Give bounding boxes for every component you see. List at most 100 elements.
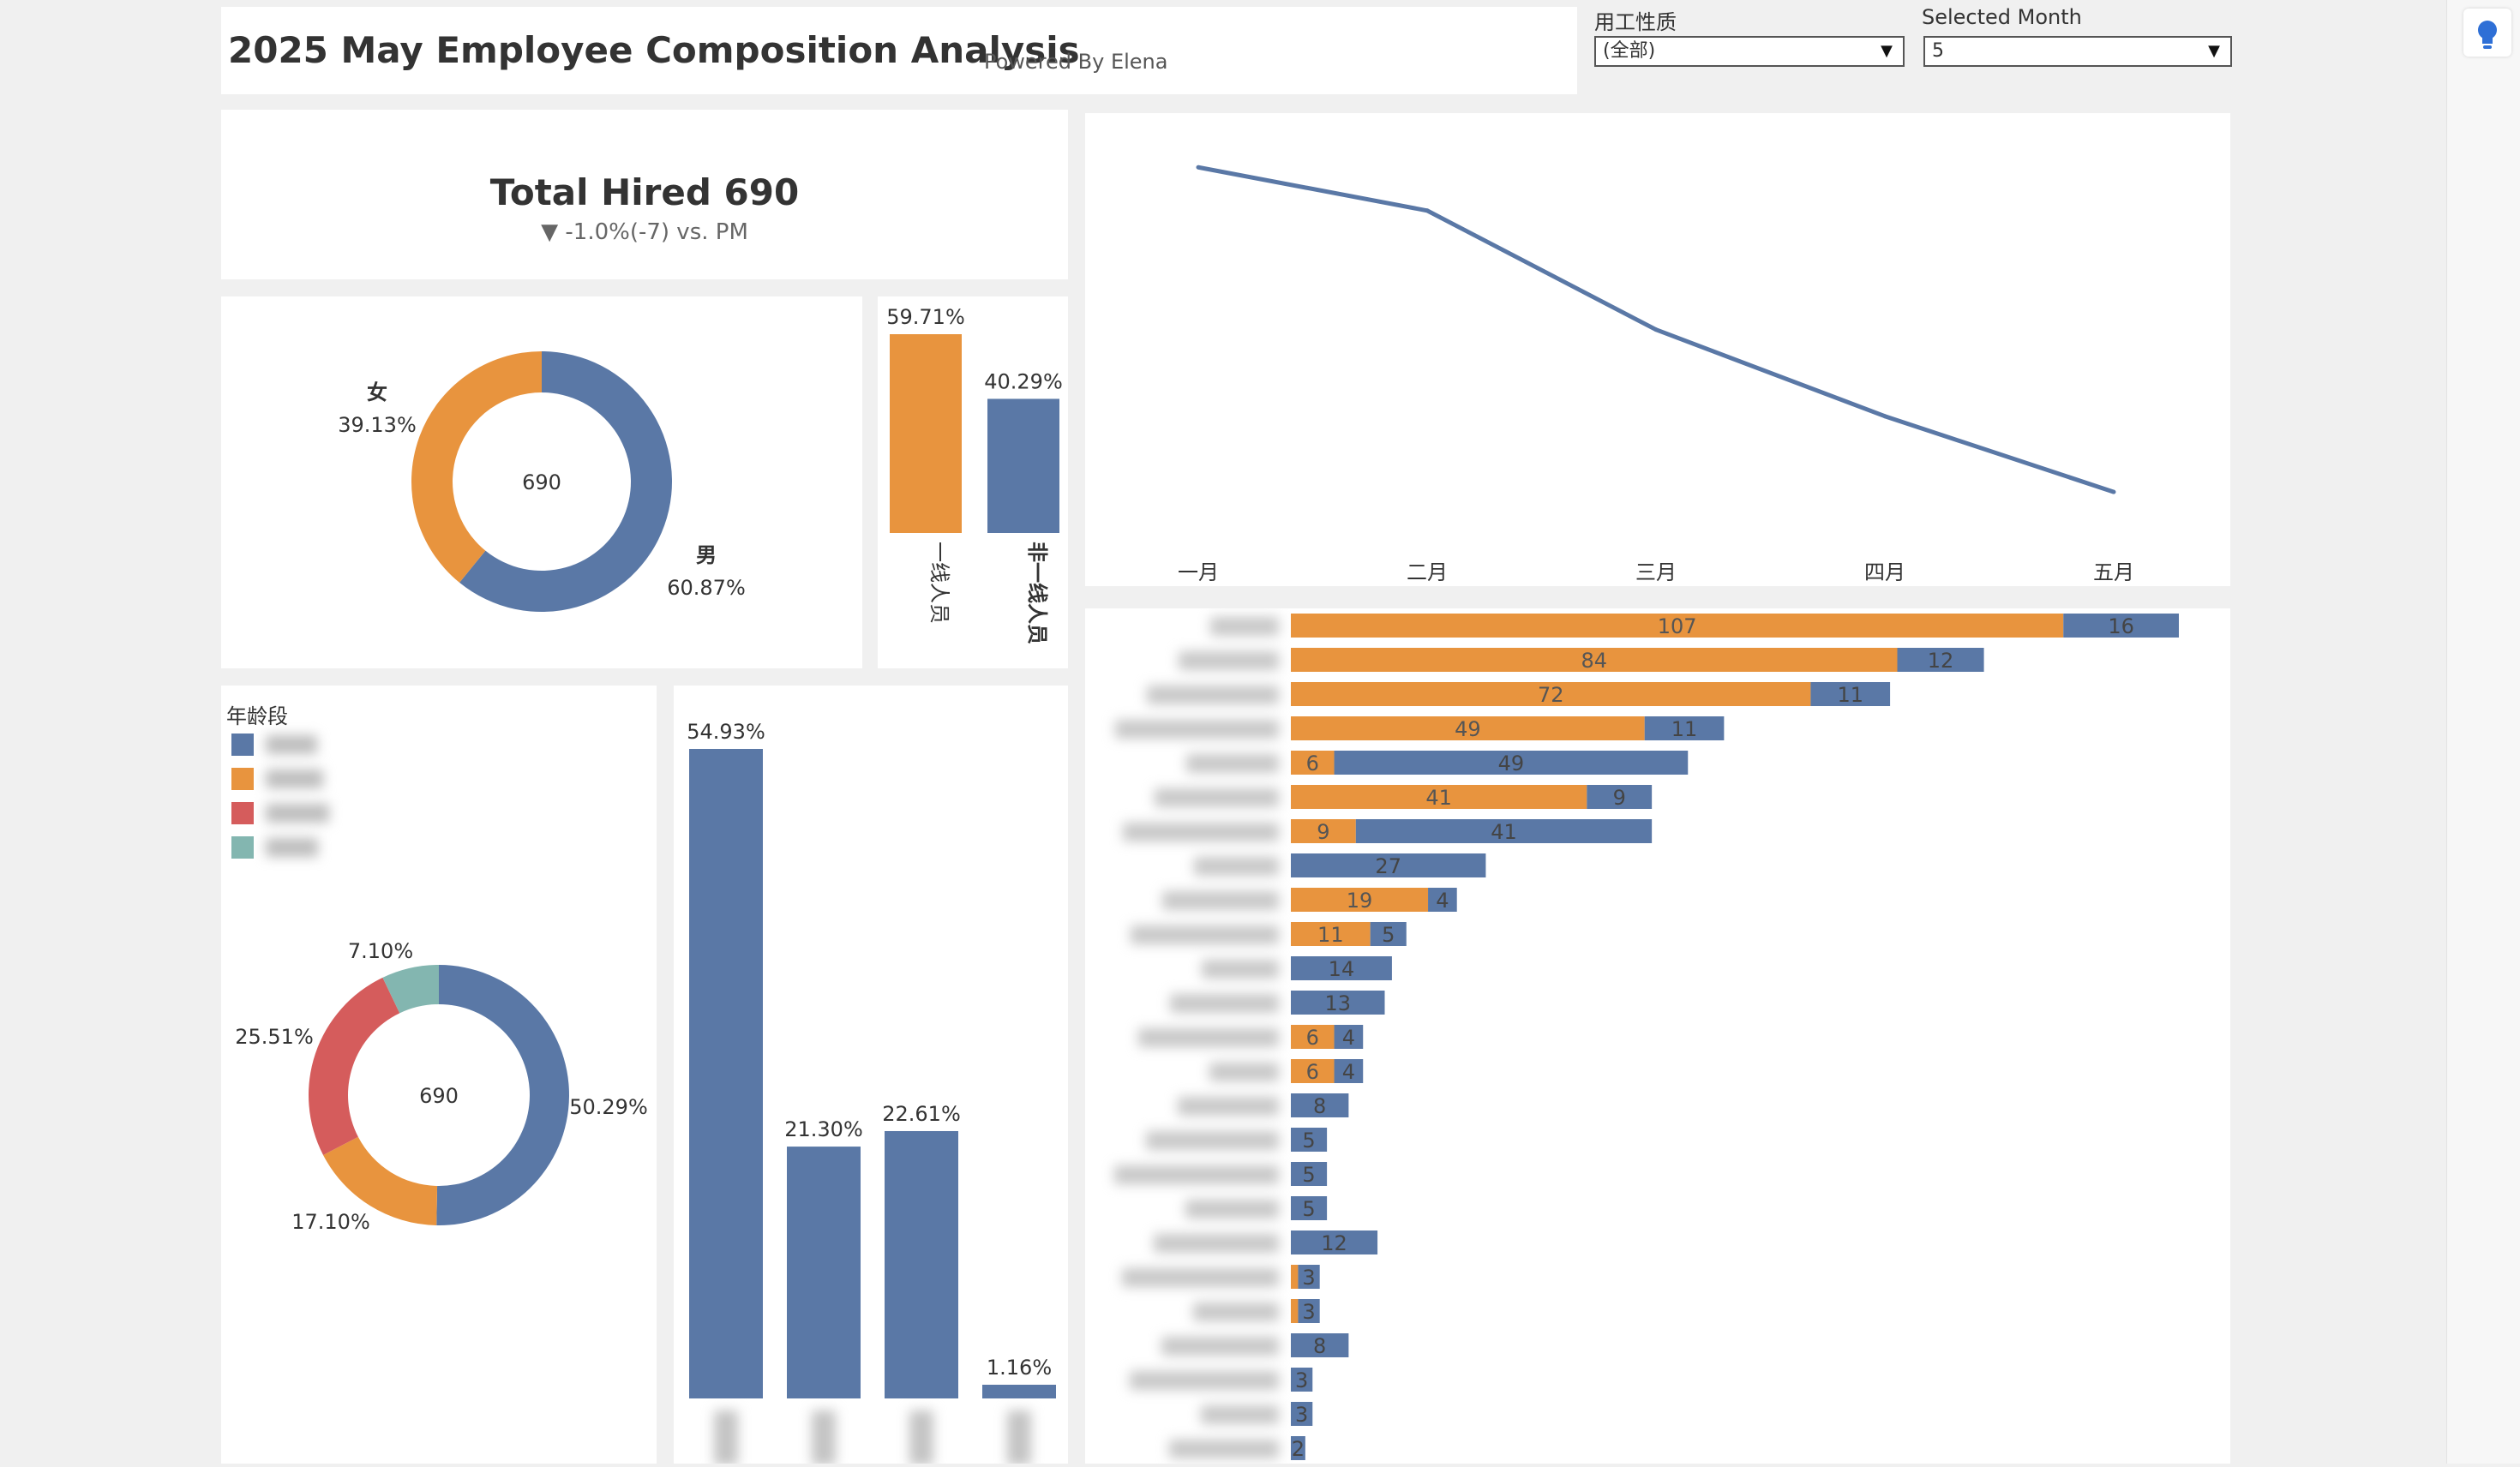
bar-segment xyxy=(1334,1025,1364,1049)
bar-segment-label: 84 xyxy=(1581,649,1607,673)
right-sidebar xyxy=(2446,0,2520,1464)
bar-segment-label: 41 xyxy=(1425,786,1452,810)
bar-segment xyxy=(1291,1162,1328,1186)
bar-value-label: 21.30% xyxy=(784,1117,863,1141)
trend-line-chart: 一月 二月 三月 四月 五月 xyxy=(1178,165,2134,584)
employment-type-value: (全部) xyxy=(1603,40,1656,62)
row-label-redacted xyxy=(1185,1200,1279,1219)
bar-segment xyxy=(1291,751,1335,775)
slice-percent-label: 25.51% xyxy=(235,1025,314,1049)
bar-segment xyxy=(1291,682,1811,706)
trend-point xyxy=(1425,208,1430,213)
bar-segment-label: 12 xyxy=(1928,649,1954,673)
category-label-redacted xyxy=(812,1410,836,1465)
bar-segment xyxy=(1291,853,1486,877)
down-arrow-icon: ▼ xyxy=(541,219,559,245)
donut-center-label: 690 xyxy=(419,1084,459,1108)
bar-segment-label: 11 xyxy=(1317,923,1344,947)
slice-percent-label: 50.29% xyxy=(569,1095,648,1119)
bar-segment-label: 3 xyxy=(1302,1266,1315,1290)
bar-segment-label: 12 xyxy=(1321,1231,1347,1255)
row-label-redacted xyxy=(1186,754,1279,773)
kpi-delta-text: -1.0%(-7) vs. PM xyxy=(565,219,748,245)
bar-segment xyxy=(1291,716,1645,740)
bar-segment-label: 11 xyxy=(1671,717,1698,741)
employment-type-select[interactable]: (全部) ▼ xyxy=(1594,36,1905,67)
bar-segment-label: 5 xyxy=(1302,1197,1315,1221)
bar-segment xyxy=(1291,1265,1299,1289)
row-label-redacted xyxy=(1138,1028,1279,1047)
lightbulb-icon xyxy=(2478,21,2497,49)
slice-percent-label: 39.13% xyxy=(338,413,417,437)
row-label-redacted xyxy=(1178,1097,1279,1116)
row-label-redacted xyxy=(1155,788,1279,807)
bar-segment xyxy=(1291,1196,1328,1220)
x-tick-label: 五月 xyxy=(2093,560,2134,584)
bar-segment xyxy=(1370,922,1407,946)
chevron-down-icon: ▼ xyxy=(1881,42,1893,60)
bar-category-label: 非一线人员 xyxy=(1025,542,1049,644)
bar-value-label: 1.16% xyxy=(987,1356,1052,1380)
department-panel: 107 16 84 12 72 11 49 11 6 49 41 9 9 41 27 19 4 11 5 14 13 6 4… xyxy=(1085,608,2230,1464)
bar-segment xyxy=(1291,1128,1328,1152)
education-panel: 54.93% 21.30% 22.61% 1.16% xyxy=(674,686,1068,1465)
category-label-redacted xyxy=(714,1410,738,1465)
bar-segment xyxy=(1291,991,1385,1015)
row-label-redacted xyxy=(1201,1405,1279,1424)
bar-segment-label: 41 xyxy=(1491,820,1517,844)
row-label-redacted xyxy=(1130,1371,1279,1390)
page-subtitle: Powered By Elena xyxy=(984,50,1168,74)
row-label-redacted xyxy=(1179,651,1279,670)
bar-segment-label: 9 xyxy=(1317,820,1329,844)
bar-segment-label: 3 xyxy=(1295,1403,1308,1427)
legend-label-redacted xyxy=(266,838,318,857)
help-button[interactable] xyxy=(2463,9,2511,57)
slice-category-label: 男 xyxy=(696,543,717,567)
bar-segment xyxy=(1291,1333,1349,1357)
age-panel: 年龄段 50.29% 17.10% 25.51% 7.10% 690 xyxy=(221,686,657,1464)
bar-segment xyxy=(1291,1025,1335,1049)
bar-segment-label: 16 xyxy=(2108,614,2134,638)
donut-center-label: 690 xyxy=(522,470,561,494)
bar-segment-label: 107 xyxy=(1658,614,1697,638)
page-title: 2025 May Employee Composition Analysis xyxy=(228,29,1080,71)
bar-value-label: 59.71% xyxy=(886,305,965,329)
bar-segment-label: 49 xyxy=(1455,717,1481,741)
gender-panel: 男 60.87% 女 39.13% 690 xyxy=(221,296,862,668)
row-label-redacted xyxy=(1193,1302,1279,1321)
legend-label-redacted xyxy=(266,769,323,788)
row-label-redacted xyxy=(1162,891,1279,910)
trend-panel: 一月 二月 三月 四月 五月 xyxy=(1085,113,2230,586)
x-tick-label: 一月 xyxy=(1178,560,1219,584)
row-label-redacted xyxy=(1115,720,1279,739)
bar-segment xyxy=(1428,888,1457,912)
donut-slice xyxy=(411,351,542,583)
row-label-redacted xyxy=(1210,617,1279,636)
trend-point xyxy=(1882,414,1887,419)
bar-segment-label: 49 xyxy=(1498,751,1525,775)
x-tick-label: 二月 xyxy=(1407,560,1448,584)
slice-percent-label: 7.10% xyxy=(348,939,413,963)
donut-slice xyxy=(323,1136,438,1225)
bar-segment xyxy=(1291,888,1429,912)
kpi-panel: Total Hired 690 ▼ -1.0%(-7) vs. PM xyxy=(221,110,1068,279)
bar-value-label: 54.93% xyxy=(687,720,765,744)
frontline-bar-chart: 59.71% 一线人员 40.29% 非一线人员 xyxy=(886,305,1063,644)
trend-point xyxy=(1196,165,1201,170)
bar-segment-label: 8 xyxy=(1313,1094,1326,1118)
slice-percent-label: 17.10% xyxy=(291,1210,370,1234)
bar-segment xyxy=(1291,1059,1335,1083)
donut-slice xyxy=(436,965,569,1225)
bar-segment xyxy=(1587,785,1653,809)
bar-segment xyxy=(1334,1059,1364,1083)
bar-segment xyxy=(1810,682,1891,706)
row-label-redacted xyxy=(1123,823,1279,841)
legend-swatch xyxy=(231,836,254,859)
selected-month-select[interactable]: 5 ▼ xyxy=(1923,36,2232,67)
slice-percent-label: 60.87% xyxy=(667,576,746,600)
category-label-redacted xyxy=(909,1410,933,1465)
bar-segment-label: 4 xyxy=(1342,1026,1355,1050)
bar-segment xyxy=(1291,1230,1378,1254)
legend-label-redacted xyxy=(266,804,329,823)
